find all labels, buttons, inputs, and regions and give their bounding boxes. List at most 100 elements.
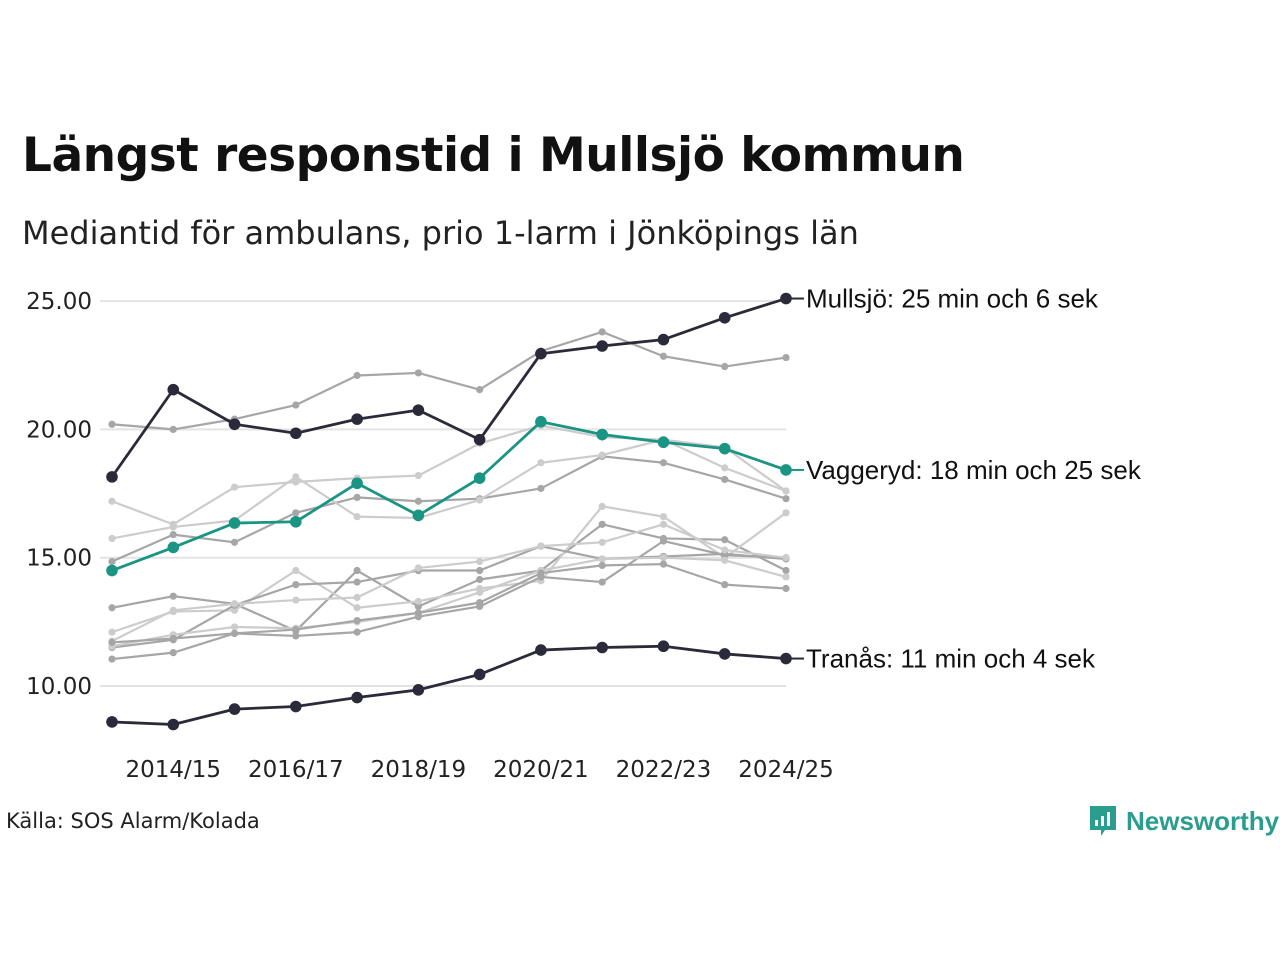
data-point [167,541,180,554]
y-tick-label: 15.00 [26,546,92,572]
data-point [598,555,606,563]
series-line [111,539,787,661]
data-point [108,655,116,663]
data-point [169,425,177,433]
series-trans [106,640,792,731]
data-point [659,537,668,545]
data-point [782,509,790,517]
data-point [292,625,300,634]
x-tick-label: 2016/17 [248,757,344,783]
data-point [782,554,790,562]
data-point [782,584,790,593]
background-series-11 [108,560,790,646]
data-point [106,564,118,577]
x-tick-label: 2014/15 [125,757,221,783]
data-point [721,475,729,484]
data-point [230,629,239,637]
data-point [353,513,361,521]
data-point [598,328,606,336]
data-point [721,464,729,472]
data-point [598,451,606,459]
background-series-3 [108,452,790,566]
data-point [292,632,300,640]
y-axis: 10.00 15.00 20.00 25.00 [26,289,92,700]
data-point [476,599,484,607]
data-point [412,509,425,522]
data-point [414,602,422,611]
data-point [718,648,731,660]
y-tick-label: 10.00 [26,674,92,700]
series-line [111,523,787,643]
data-point [659,520,668,528]
x-axis: 2014/15 2016/17 2018/19 2020/21 2022/23 2024/… [125,757,833,783]
data-point [718,442,731,455]
data-point [780,464,792,476]
series-line [111,556,787,648]
data-point [353,604,361,612]
data-point [290,700,302,713]
data-point [108,604,116,612]
data-point [476,575,484,584]
data-point [780,652,792,665]
chart-title: Längst responstid i Mullsjö kommun [22,128,965,183]
data-point [414,497,422,505]
data-point [473,472,486,484]
data-point [657,640,670,653]
newsworthy-logo-icon [1090,806,1116,836]
data-point [414,609,422,617]
data-point [230,538,239,546]
data-point [537,459,545,467]
data-point [167,383,180,396]
data-point [353,593,361,602]
data-point [353,493,361,501]
data-point [659,513,668,521]
series-line [111,455,787,563]
x-tick-label: 2022/23 [616,757,712,783]
y-tick-label: 25.00 [26,289,92,315]
background-series-10 [108,554,790,650]
data-point [108,534,116,543]
data-point [351,691,363,704]
data-point [353,566,361,575]
data-point [353,371,361,380]
data-point [108,420,116,428]
data-point [292,566,300,575]
background-series-4 [108,436,790,543]
background-series-8 [108,537,790,663]
series-line [111,523,787,632]
data-point [412,684,425,696]
background-series-1 [108,328,790,433]
series-line [111,563,787,644]
data-point [228,418,241,431]
data-point [721,556,729,564]
data-point [108,628,116,636]
data-point [596,428,608,441]
data-point [596,340,608,352]
data-point [108,557,116,566]
data-point [228,703,241,715]
data-point [412,404,425,416]
data-point [414,369,422,377]
series-line [111,545,787,649]
series-mullsj [106,292,792,483]
data-point [537,484,545,493]
data-point [292,473,300,481]
data-point [169,592,177,600]
data-point [721,362,729,371]
data-point [721,536,729,544]
brand-logo: Newsworthy [1088,803,1279,839]
data-point [169,606,177,614]
data-point [230,600,239,608]
data-point [659,554,668,562]
data-point [292,509,300,517]
data-point [659,352,668,360]
data-point [598,578,606,586]
data-point [476,496,484,504]
background-series [108,328,790,663]
series-line [110,297,787,478]
data-point [780,292,792,305]
data-point [353,616,361,625]
background-series-2 [108,421,790,528]
data-point [353,578,361,586]
data-point [169,523,177,531]
